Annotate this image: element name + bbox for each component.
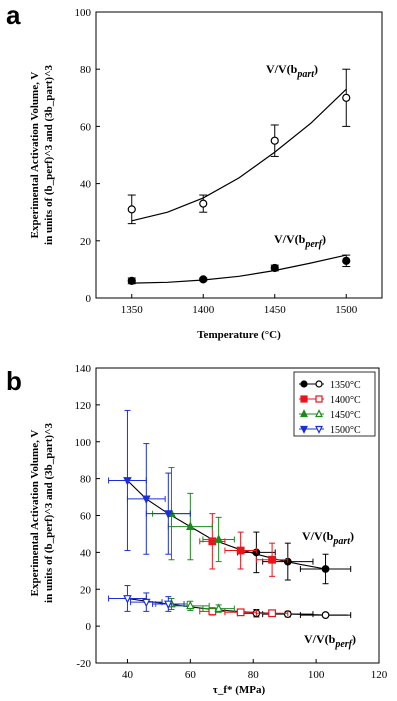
y-tick-label: 40 [80, 179, 92, 191]
data-point [124, 596, 131, 603]
fit-curve-part [127, 481, 347, 570]
y-tick-label: 100 [75, 437, 92, 449]
data-point [269, 556, 276, 563]
fit-curve [132, 255, 346, 283]
data-point [271, 264, 278, 271]
x-tick-label: 1500 [335, 304, 358, 316]
legend-marker-filled [301, 381, 307, 387]
curve-label-part-b: V/V(bpart) [302, 529, 354, 547]
curve-label-perf-a: V/V(bperf) [274, 232, 326, 250]
legend-label: 1350°C [330, 380, 361, 391]
data-point [269, 610, 276, 617]
x-axis-title-a: Temperature (°C) [197, 329, 281, 341]
data-point [187, 602, 194, 609]
y-tick-label: 0 [86, 621, 92, 633]
data-point [143, 599, 150, 606]
legend-marker-open [316, 381, 322, 387]
y-tick-label: 80 [80, 474, 92, 486]
data-point [215, 536, 222, 543]
chart-panel-b: b 40 60 80 100 120 -20 0 20 40 60 80 100 120 140 1350… [0, 351, 397, 701]
legend-label: 1400°C [330, 395, 361, 406]
data-point [200, 200, 207, 207]
data-point [128, 277, 135, 284]
legend-marker-open [316, 396, 322, 402]
y-tick-label: 0 [86, 293, 92, 305]
chart-panel-a: a 1350 1400 1450 1500 0 20 40 60 80 100 Temperatu… [0, 0, 397, 351]
x-tick-label: 100 [308, 669, 325, 681]
y-tick-label: 120 [75, 400, 92, 412]
data-point [271, 137, 278, 144]
y-tick-label: 140 [75, 363, 92, 375]
y-tick-label: 20 [80, 236, 92, 248]
data-point [215, 605, 222, 612]
panel-label-a: a [6, 0, 21, 30]
legend-label: 1500°C [330, 425, 361, 436]
x-tick-label: 1350 [121, 304, 144, 316]
data-point [322, 612, 329, 619]
y-tick-label: 60 [80, 121, 92, 133]
plot-frame-a [96, 12, 382, 298]
fit-curve [132, 89, 346, 221]
data-point [128, 206, 135, 213]
legend-label: 1450°C [330, 410, 361, 421]
data-point [187, 523, 194, 530]
curve-label-perf-b: V/V(bperf) [304, 632, 356, 650]
y-axis-title-b-line2: in units of (b_perf)^3 and (3b_part)^3 [43, 423, 55, 603]
panel-label-b: b [6, 366, 22, 396]
data-point [343, 257, 350, 264]
y-tick-label: 40 [80, 547, 92, 559]
x-tick-label: 1400 [192, 304, 215, 316]
y-tick-label: 80 [80, 64, 92, 76]
legend-b: 1350°C 1400°C 1450°C 1500°C [294, 372, 375, 436]
curve-label-part-a: V/V(bpart) [266, 62, 318, 80]
y-axis-title-b-line1: Experimental Activation Volume, V [29, 430, 41, 597]
legend-marker-filled [301, 396, 307, 402]
y-tick-label: 20 [80, 584, 92, 596]
data-marks-a [128, 69, 351, 284]
x-tick-label: 1450 [264, 304, 287, 316]
data-point [237, 547, 244, 554]
x-axis-title-b: τ_f* (MPa) [213, 684, 266, 696]
x-tick-label: 40 [122, 669, 134, 681]
data-point [343, 94, 350, 101]
data-point [143, 496, 150, 503]
y-tick-label: -20 [76, 658, 91, 670]
y-axis-title-a-line1: Experimental Activation Volume, V [29, 72, 41, 239]
y-tick-label: 100 [75, 7, 92, 19]
data-point [237, 609, 244, 616]
x-tick-label: 120 [371, 669, 388, 681]
x-tick-label: 60 [185, 669, 197, 681]
data-point [322, 566, 329, 573]
y-tick-label: 60 [80, 511, 92, 523]
axis-ticks-a: 1350 1400 1450 1500 0 20 40 60 80 100 [75, 7, 358, 316]
data-point [200, 276, 207, 283]
data-marks-b [109, 410, 351, 618]
x-tick-label: 80 [248, 669, 260, 681]
y-axis-title-a-line2: in units of (b_perf)^3 and (3b_part)^3 [43, 65, 55, 245]
